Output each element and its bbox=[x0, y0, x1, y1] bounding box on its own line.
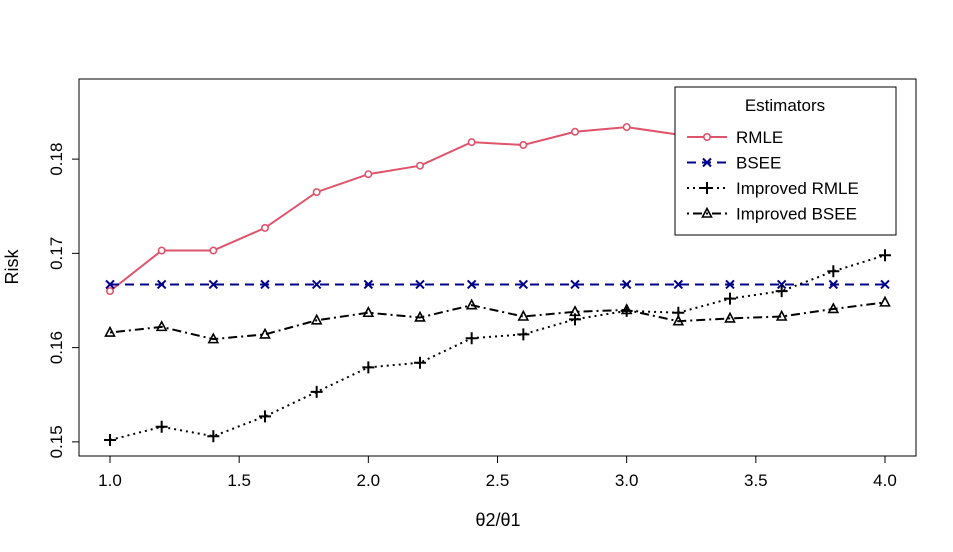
point-marker-x bbox=[880, 279, 890, 290]
point-marker-triangle bbox=[465, 298, 478, 310]
point-marker-x bbox=[828, 279, 839, 290]
point-marker-x bbox=[156, 279, 167, 290]
point-marker-plus bbox=[827, 265, 840, 278]
axes: 1.0 1.5 2.0 2.5 3.0 3.5 4.0 0.15 0.16 0.17 0.18 bbox=[47, 143, 897, 490]
point-marker-plus bbox=[724, 292, 736, 305]
point-marker-plus bbox=[259, 410, 271, 423]
point-marker-x bbox=[260, 279, 270, 290]
x-tick-label: 1.5 bbox=[227, 471, 251, 490]
legend-box bbox=[674, 86, 897, 236]
point-marker-triangle bbox=[827, 302, 840, 314]
point-marker-circle bbox=[702, 133, 711, 142]
point-marker-x bbox=[363, 279, 374, 290]
legend-label-improved-bsee: Improved BSEE bbox=[736, 205, 857, 224]
point-marker-plus bbox=[362, 361, 375, 374]
point-marker-circle bbox=[209, 246, 218, 255]
point-marker-plus bbox=[414, 356, 426, 369]
point-marker-triangle bbox=[569, 305, 581, 317]
point-marker-triangle bbox=[701, 206, 713, 218]
point-marker-x bbox=[466, 279, 477, 290]
series-improved-rmle bbox=[104, 249, 891, 446]
point-marker-plus bbox=[207, 430, 220, 443]
plot-frame bbox=[78, 78, 917, 457]
point-marker-x bbox=[725, 279, 735, 290]
point-marker-triangle bbox=[414, 310, 426, 322]
point-marker-circle bbox=[157, 246, 166, 255]
point-marker-triangle bbox=[672, 314, 685, 326]
point-marker-plus bbox=[465, 332, 478, 345]
point-marker-plus bbox=[517, 328, 530, 341]
point-marker-x bbox=[518, 279, 529, 290]
point-marker-circle bbox=[622, 123, 631, 132]
legend-entry-improved-bsee: Improved BSEE bbox=[687, 205, 857, 224]
point-marker-plus bbox=[104, 433, 116, 446]
y-tick-label: 0.18 bbox=[47, 143, 66, 176]
point-marker-plus bbox=[879, 249, 891, 262]
point-marker-triangle bbox=[362, 306, 375, 318]
x-tick-label: 3.5 bbox=[744, 471, 768, 490]
point-marker-plus bbox=[701, 182, 713, 194]
legend-label-bsee: BSEE bbox=[736, 154, 781, 173]
point-marker-triangle bbox=[259, 327, 271, 339]
point-marker-x bbox=[776, 279, 787, 290]
point-marker-circle bbox=[570, 127, 579, 136]
point-marker-x bbox=[570, 279, 580, 290]
legend-entry-improved-rmle: Improved RMLE bbox=[687, 179, 859, 198]
legend-label-rmle: RMLE bbox=[736, 128, 783, 147]
y-tick-label: 0.15 bbox=[47, 425, 66, 458]
point-marker-circle bbox=[415, 161, 424, 170]
y-axis-label: Risk bbox=[2, 249, 22, 285]
point-marker-circle bbox=[312, 188, 321, 197]
point-marker-triangle bbox=[724, 311, 736, 323]
point-marker-circle bbox=[364, 170, 373, 179]
legend-entry-rmle: RMLE bbox=[687, 128, 783, 147]
x-tick-label: 4.0 bbox=[873, 471, 897, 490]
point-marker-triangle bbox=[104, 325, 116, 337]
y-tick-label: 0.17 bbox=[47, 237, 66, 270]
point-marker-x bbox=[415, 279, 425, 290]
x-tick-label: 1.0 bbox=[98, 471, 122, 490]
point-marker-triangle bbox=[207, 332, 220, 344]
point-marker-circle bbox=[106, 287, 115, 296]
x-tick-label: 3.0 bbox=[615, 471, 639, 490]
point-marker-triangle bbox=[620, 303, 633, 315]
legend: Estimators RMLE BSEE Improved RMLE Improved… bbox=[674, 86, 897, 236]
point-marker-circle bbox=[260, 223, 269, 232]
point-marker-plus bbox=[775, 285, 788, 298]
point-marker-circle bbox=[467, 138, 476, 147]
point-marker-x bbox=[673, 279, 684, 290]
x-axis-label: θ2/θ1 bbox=[475, 510, 520, 530]
legend-label-improved-rmle: Improved RMLE bbox=[736, 179, 859, 198]
x-tick-label: 2.0 bbox=[357, 471, 381, 490]
series-line-improved-rmle bbox=[109, 254, 886, 441]
series-line-improved-bsee bbox=[109, 301, 886, 341]
point-marker-triangle bbox=[310, 313, 323, 325]
point-marker-x bbox=[621, 279, 632, 290]
point-marker-plus bbox=[155, 420, 168, 433]
y-tick-label: 0.16 bbox=[47, 331, 66, 364]
point-marker-triangle bbox=[155, 320, 168, 332]
point-marker-x bbox=[105, 279, 115, 290]
point-marker-x bbox=[702, 157, 712, 168]
x-tick-label: 2.5 bbox=[486, 471, 510, 490]
legend-entry-bsee: BSEE bbox=[687, 154, 781, 173]
series-improved-bsee bbox=[104, 295, 891, 344]
point-marker-x bbox=[208, 279, 219, 290]
series-bsee bbox=[105, 279, 890, 290]
point-marker-triangle bbox=[775, 309, 788, 321]
point-marker-triangle bbox=[517, 309, 530, 321]
point-marker-plus bbox=[310, 385, 323, 398]
legend-title: Estimators bbox=[745, 96, 825, 115]
point-marker-triangle bbox=[879, 295, 891, 307]
point-marker-x bbox=[311, 279, 322, 290]
point-marker-circle bbox=[519, 140, 528, 149]
